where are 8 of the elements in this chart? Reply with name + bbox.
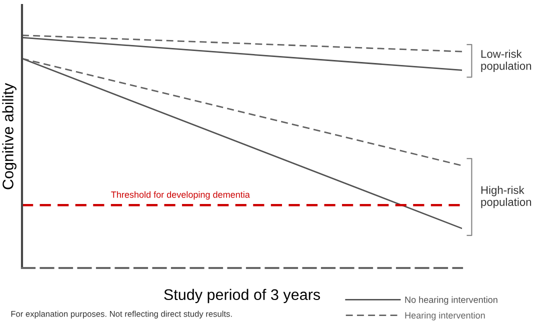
- annotation: Low-risk population: [481, 50, 532, 72]
- y-axis-title: Cognitive ability: [2, 83, 16, 190]
- annotation: High-risk population: [481, 186, 532, 208]
- text: Hearing intervention: [405, 312, 485, 320]
- text: No hearing intervention: [405, 296, 498, 305]
- text: For explanation purposes. Not reflecting direct study results.: [11, 310, 232, 318]
- ref-line-label: Threshold for developing dementia: [111, 191, 250, 200]
- x-axis-title: Study period of 3 years: [164, 288, 320, 304]
